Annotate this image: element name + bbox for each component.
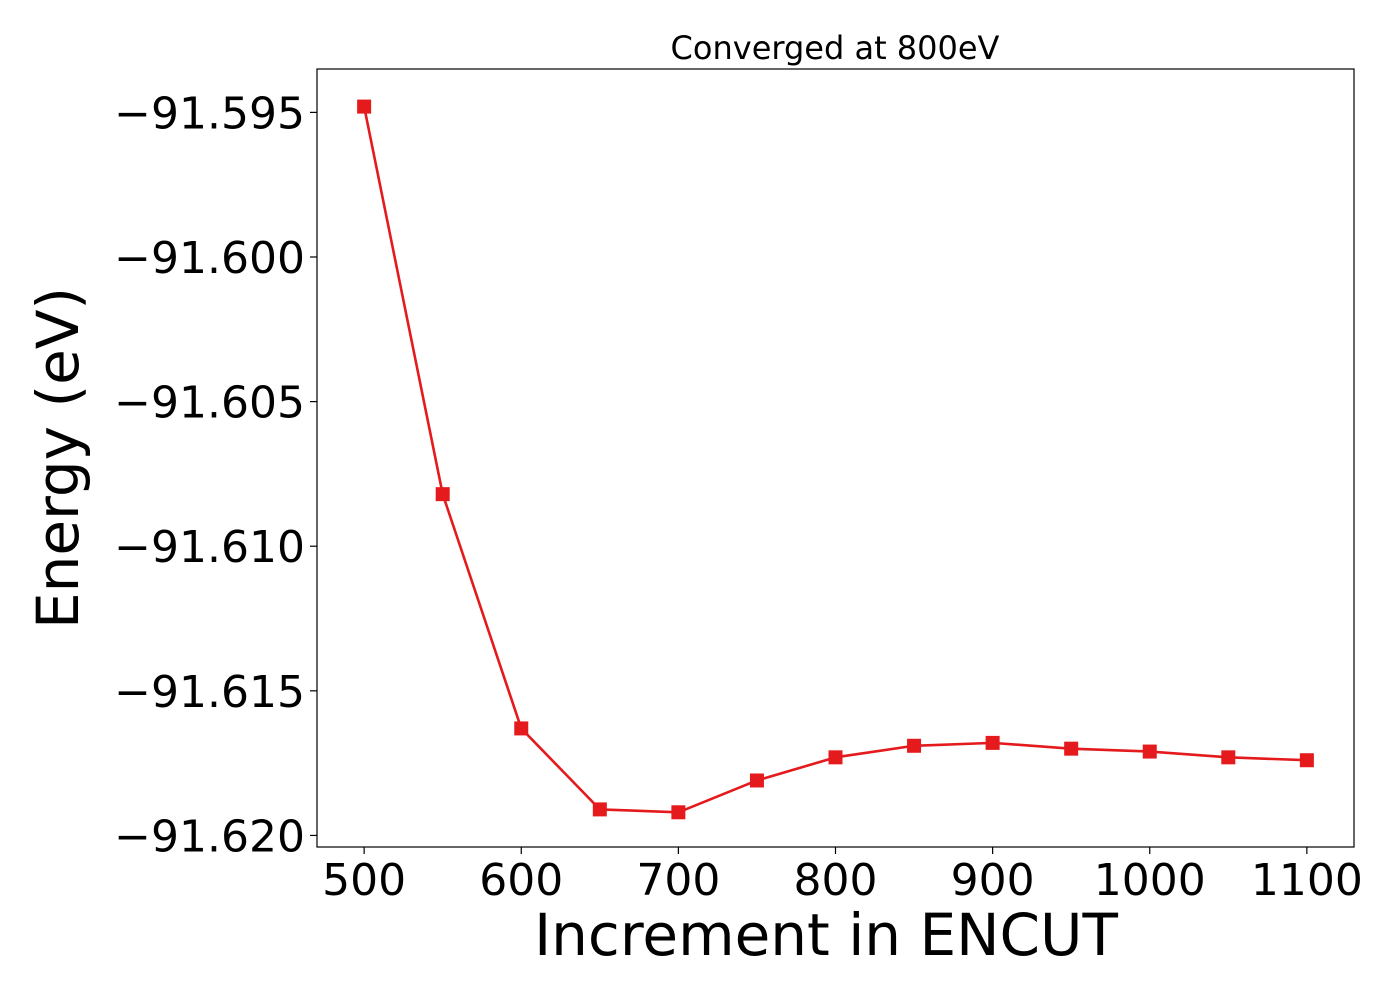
y-axis-label: Energy (eV)	[24, 287, 92, 629]
data-point	[435, 487, 450, 502]
chart-title: Converged at 800eV	[671, 29, 1000, 67]
data-point	[357, 99, 372, 114]
data-point	[749, 773, 764, 788]
x-tick-label: 500	[322, 855, 406, 906]
data-point	[828, 750, 843, 765]
y-tick-label: −91.620	[114, 811, 305, 862]
data-point	[1221, 750, 1236, 765]
x-tick-label: 1100	[1251, 855, 1363, 906]
data-point	[592, 802, 607, 817]
x-tick-label: 600	[479, 855, 563, 906]
x-tick-label: 1000	[1094, 855, 1206, 906]
data-point	[1299, 753, 1314, 768]
plot-area: 500 600 700 800 900 1000 1100 −91.595 −91.600 −91…	[114, 68, 1363, 906]
data-point	[671, 805, 686, 820]
x-axis-label: Increment in ENCUT	[534, 901, 1118, 969]
data-point	[1064, 741, 1079, 756]
x-tick-label: 800	[794, 855, 878, 906]
data-point	[985, 735, 1000, 750]
series-line	[362, 106, 1307, 814]
y-tick-label: −91.615	[114, 667, 305, 718]
data-point	[1142, 744, 1157, 759]
x-tick-label: 900	[951, 855, 1035, 906]
y-tick-label: −91.605	[114, 378, 305, 429]
y-tick-label: −91.600	[114, 233, 305, 284]
y-tick-label: −91.610	[114, 522, 305, 573]
data-point	[907, 738, 922, 753]
data-point	[514, 721, 529, 736]
y-tick-label: −91.595	[114, 88, 305, 139]
plot-frame	[316, 68, 1355, 848]
x-tick-label: 700	[636, 855, 720, 906]
